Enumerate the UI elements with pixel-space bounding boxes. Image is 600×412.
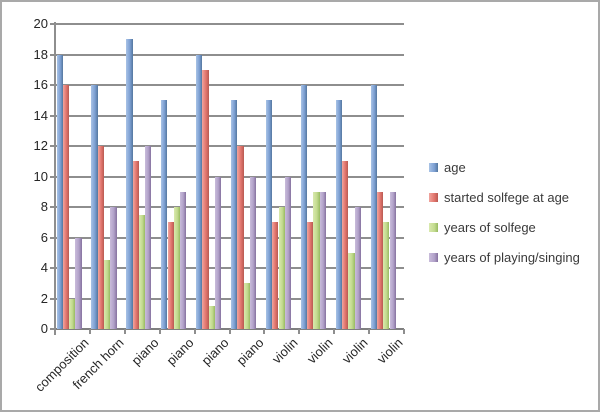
bar-years-of-playing-singing xyxy=(180,191,187,329)
y-axis-tick xyxy=(50,84,56,86)
y-axis-tick xyxy=(50,206,56,208)
bar-age xyxy=(231,100,238,329)
x-axis-tick xyxy=(228,329,231,334)
x-axis-tick xyxy=(298,329,301,334)
legend-label: years of playing/singing xyxy=(444,249,580,265)
bar-age xyxy=(300,85,308,329)
bar-years-of-playing-singing xyxy=(145,146,152,329)
bar-age xyxy=(335,100,342,329)
y-axis-tick-label: 10 xyxy=(33,168,48,184)
bar-years-of-playing-singing xyxy=(354,207,361,329)
gridline xyxy=(55,175,404,178)
x-axis-tick xyxy=(263,329,266,334)
legend-label: age xyxy=(444,159,466,175)
y-axis-tick xyxy=(50,328,56,330)
y-axis-tick-label: 0 xyxy=(40,321,48,336)
y-axis-tick xyxy=(50,267,56,269)
gridline xyxy=(55,84,404,86)
legend-item-years-solfege: years of solfege xyxy=(429,212,580,242)
legend-item-years-playing: years of playing/singing xyxy=(429,242,580,272)
bar-years-of-playing-singing xyxy=(389,191,396,329)
gridline xyxy=(55,23,404,25)
bar-age xyxy=(91,85,98,329)
bar-started-solfege-at-age xyxy=(342,161,349,329)
x-axis-tick xyxy=(368,329,371,334)
bar-age xyxy=(56,54,63,329)
y-axis-tick-label: 16 xyxy=(33,77,48,92)
bar-years-of-playing-singing xyxy=(215,176,222,329)
bar-started-solfege-at-age xyxy=(97,146,104,329)
bar-years-of-solfege xyxy=(138,214,146,329)
legend-item-started-solfege: started solfege at age xyxy=(429,182,580,212)
y-axis-tick-label: 2 xyxy=(40,290,48,306)
legend-item-age: age xyxy=(429,152,580,182)
legend: age started solfege at age years of solf… xyxy=(429,152,580,272)
y-axis-tick xyxy=(50,114,56,117)
bar-age xyxy=(126,39,133,329)
bar-years-of-playing-singing xyxy=(110,207,117,329)
x-axis-tick xyxy=(54,329,56,334)
legend-swatch xyxy=(429,162,438,172)
bar-years-of-solfege xyxy=(208,306,215,329)
x-axis-tick xyxy=(193,329,196,334)
bar-years-of-solfege xyxy=(173,207,181,329)
bar-age xyxy=(161,100,168,329)
bar-started-solfege-at-age xyxy=(167,222,174,329)
x-axis-tick xyxy=(88,329,91,334)
y-axis-tick-label: 8 xyxy=(40,199,48,214)
x-axis-tick xyxy=(403,329,405,334)
bar-years-of-playing-singing xyxy=(249,176,257,329)
bar-age xyxy=(265,100,273,329)
legend-swatch xyxy=(429,192,438,202)
bar-years-of-solfege xyxy=(104,260,111,329)
legend-label: started solfege at age xyxy=(444,189,570,205)
bar-years-of-solfege xyxy=(348,252,355,329)
bar-age xyxy=(196,54,203,329)
y-axis-tick-label: 20 xyxy=(33,16,48,31)
bar-started-solfege-at-age xyxy=(237,146,244,329)
bar-years-of-playing-singing xyxy=(75,237,82,329)
gridline xyxy=(55,297,404,300)
bar-started-solfege-at-age xyxy=(272,222,279,329)
bar-years-of-playing-singing xyxy=(319,191,326,329)
bar-started-solfege-at-age xyxy=(376,191,384,329)
y-axis-tick-label: 12 xyxy=(33,138,48,153)
y-axis-tick xyxy=(50,145,56,147)
y-axis-tick-label: 4 xyxy=(40,260,48,275)
bar-years-of-solfege xyxy=(69,298,76,329)
y-axis-tick-label: 18 xyxy=(33,46,48,62)
y-axis-line xyxy=(54,22,56,335)
bar-years-of-solfege xyxy=(313,191,320,329)
legend-swatch xyxy=(429,222,438,232)
legend-label: years of solfege xyxy=(444,219,536,235)
bar-years-of-solfege xyxy=(383,222,390,329)
y-axis-tick-label: 14 xyxy=(33,107,48,123)
y-axis-tick xyxy=(50,297,56,300)
gridline xyxy=(55,206,404,208)
y-axis-tick xyxy=(50,236,56,239)
bar-started-solfege-at-age xyxy=(307,222,314,329)
y-axis-tick xyxy=(50,53,56,56)
bar-age xyxy=(370,85,377,329)
x-axis-tick xyxy=(333,329,336,334)
legend-swatch xyxy=(429,252,438,262)
bar-started-solfege-at-age xyxy=(132,161,139,329)
x-axis-tick xyxy=(123,329,126,334)
gridline xyxy=(55,114,404,117)
y-axis-tick-label: 6 xyxy=(40,229,48,245)
gridline xyxy=(55,267,404,269)
bar-years-of-solfege xyxy=(243,283,250,329)
bar-years-of-playing-singing xyxy=(284,176,292,329)
bar-started-solfege-at-age xyxy=(62,85,70,329)
gridline xyxy=(55,145,404,147)
gridline xyxy=(55,53,404,56)
y-axis-tick xyxy=(50,23,56,25)
gridline xyxy=(55,236,404,239)
bar-started-solfege-at-age xyxy=(202,69,209,329)
bar-years-of-solfege xyxy=(278,207,285,329)
x-axis-tick xyxy=(158,329,161,334)
y-axis-tick xyxy=(50,175,56,178)
